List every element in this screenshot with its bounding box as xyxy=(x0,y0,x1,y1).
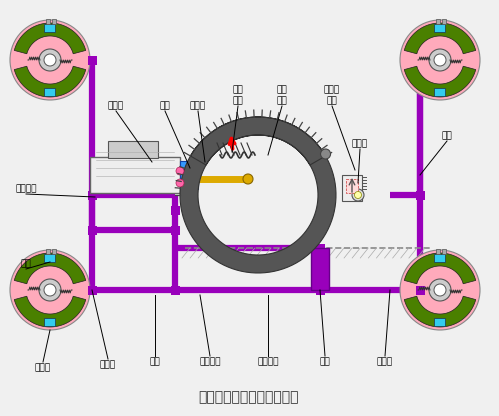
Bar xyxy=(442,19,446,24)
Bar xyxy=(90,157,180,193)
Bar xyxy=(416,191,425,200)
Circle shape xyxy=(434,54,446,66)
Circle shape xyxy=(176,179,184,187)
Bar xyxy=(108,141,158,158)
Polygon shape xyxy=(404,253,476,284)
Bar xyxy=(46,249,50,254)
Bar xyxy=(436,249,440,254)
Circle shape xyxy=(429,279,451,301)
Polygon shape xyxy=(14,66,86,97)
Text: 制动主缸: 制动主缸 xyxy=(15,184,37,193)
Polygon shape xyxy=(14,253,86,284)
Bar xyxy=(88,226,97,235)
Text: 支承销: 支承销 xyxy=(190,101,206,110)
Polygon shape xyxy=(14,23,86,54)
Circle shape xyxy=(44,54,56,66)
Text: 推杆: 推杆 xyxy=(160,101,170,110)
Text: 软管: 软管 xyxy=(150,357,160,366)
Bar xyxy=(442,249,446,254)
Bar xyxy=(44,318,55,326)
Bar xyxy=(171,206,180,215)
Bar xyxy=(435,88,446,96)
Bar xyxy=(44,24,55,32)
Bar xyxy=(180,161,198,189)
Polygon shape xyxy=(14,296,86,327)
Circle shape xyxy=(400,250,480,330)
Bar xyxy=(311,248,329,290)
Polygon shape xyxy=(404,66,476,97)
Bar xyxy=(88,56,97,65)
Bar xyxy=(436,56,445,65)
Text: 液压式制动传动装置的组成: 液压式制动传动装置的组成 xyxy=(199,390,299,404)
Circle shape xyxy=(10,20,90,100)
Bar xyxy=(52,249,56,254)
Text: 支承座: 支承座 xyxy=(35,363,51,372)
Text: 制动蹄: 制动蹄 xyxy=(100,360,116,369)
Bar xyxy=(436,19,440,24)
Circle shape xyxy=(243,174,253,184)
Circle shape xyxy=(429,49,451,71)
Circle shape xyxy=(434,284,446,296)
Circle shape xyxy=(352,189,364,201)
Polygon shape xyxy=(180,117,336,273)
Text: 软管: 软管 xyxy=(442,131,453,140)
Text: 指示灯: 指示灯 xyxy=(352,139,368,148)
Text: 比例阀: 比例阀 xyxy=(377,357,393,366)
Bar xyxy=(52,19,56,24)
Bar xyxy=(171,226,180,235)
Bar xyxy=(44,254,55,262)
Bar xyxy=(88,191,97,200)
Circle shape xyxy=(400,20,480,100)
Bar xyxy=(316,244,325,253)
Circle shape xyxy=(10,250,90,330)
Text: 储油罐: 储油罐 xyxy=(108,101,124,110)
Text: 后桥油罐: 后桥油罐 xyxy=(257,357,279,366)
Circle shape xyxy=(39,49,61,71)
Bar xyxy=(44,88,55,96)
Bar xyxy=(46,19,50,24)
Bar xyxy=(435,318,446,326)
Circle shape xyxy=(39,279,61,301)
Bar xyxy=(416,286,425,295)
Polygon shape xyxy=(404,296,476,327)
Polygon shape xyxy=(404,23,476,54)
Text: 前桥油管: 前桥油管 xyxy=(199,357,221,366)
Bar xyxy=(342,175,362,201)
Text: 制动灯
开关: 制动灯 开关 xyxy=(324,86,340,105)
Bar xyxy=(346,179,358,193)
Text: 轮缸: 轮缸 xyxy=(20,259,31,268)
Bar xyxy=(88,286,97,295)
Circle shape xyxy=(176,167,184,175)
Circle shape xyxy=(354,191,361,198)
Circle shape xyxy=(320,149,330,159)
Text: 制动
踏板: 制动 踏板 xyxy=(276,86,287,105)
Circle shape xyxy=(44,284,56,296)
Text: 地板: 地板 xyxy=(320,357,330,366)
Bar xyxy=(316,286,325,295)
Bar xyxy=(435,254,446,262)
Bar xyxy=(435,24,446,32)
Text: 回位
弹簧: 回位 弹簧 xyxy=(233,86,244,105)
Bar xyxy=(171,286,180,295)
